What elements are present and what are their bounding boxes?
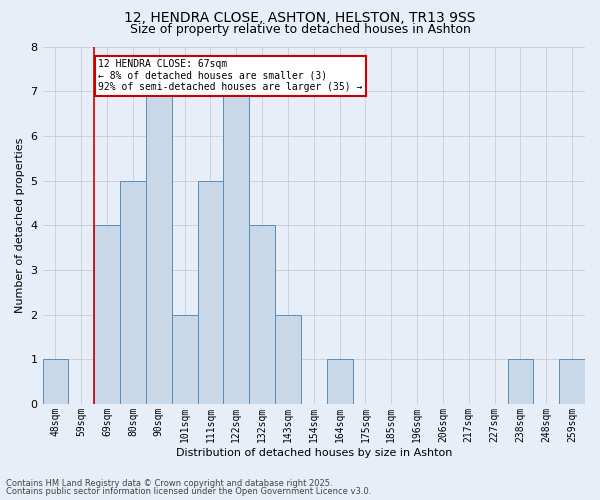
Bar — [146, 91, 172, 404]
Text: 12, HENDRA CLOSE, ASHTON, HELSTON, TR13 9SS: 12, HENDRA CLOSE, ASHTON, HELSTON, TR13 … — [124, 11, 476, 25]
Bar — [275, 314, 301, 404]
Bar — [197, 180, 223, 404]
Bar — [94, 225, 120, 404]
Text: 12 HENDRA CLOSE: 67sqm
← 8% of detached houses are smaller (3)
92% of semi-detac: 12 HENDRA CLOSE: 67sqm ← 8% of detached … — [98, 59, 362, 92]
Text: Contains HM Land Registry data © Crown copyright and database right 2025.: Contains HM Land Registry data © Crown c… — [6, 478, 332, 488]
Bar — [508, 359, 533, 404]
Bar — [120, 180, 146, 404]
Bar — [43, 359, 68, 404]
Bar — [559, 359, 585, 404]
Text: Size of property relative to detached houses in Ashton: Size of property relative to detached ho… — [130, 22, 470, 36]
Text: Contains public sector information licensed under the Open Government Licence v3: Contains public sector information licen… — [6, 487, 371, 496]
Bar — [223, 91, 249, 404]
Bar — [326, 359, 353, 404]
Y-axis label: Number of detached properties: Number of detached properties — [15, 138, 25, 313]
X-axis label: Distribution of detached houses by size in Ashton: Distribution of detached houses by size … — [176, 448, 452, 458]
Bar — [249, 225, 275, 404]
Bar — [172, 314, 197, 404]
